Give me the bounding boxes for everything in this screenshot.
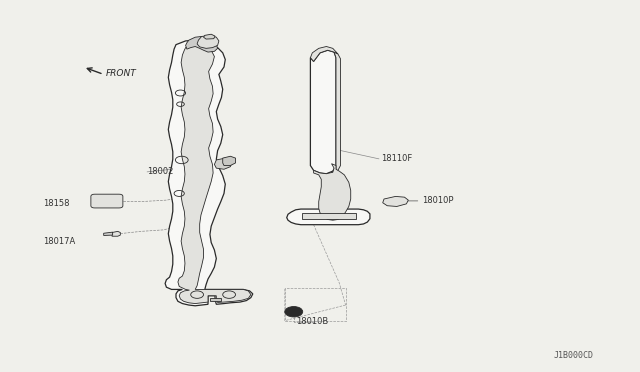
Polygon shape bbox=[310, 50, 336, 174]
Polygon shape bbox=[332, 52, 340, 173]
Polygon shape bbox=[214, 158, 232, 169]
Polygon shape bbox=[186, 36, 218, 52]
Text: 18010P: 18010P bbox=[422, 196, 454, 205]
Text: FRONT: FRONT bbox=[106, 69, 136, 78]
Polygon shape bbox=[104, 232, 113, 235]
Text: 18010B: 18010B bbox=[296, 317, 328, 326]
Polygon shape bbox=[210, 298, 221, 301]
Text: 18158: 18158 bbox=[44, 199, 70, 208]
Polygon shape bbox=[112, 231, 120, 236]
Text: J1B000CD: J1B000CD bbox=[554, 351, 594, 360]
Polygon shape bbox=[197, 35, 219, 48]
Polygon shape bbox=[178, 45, 251, 304]
Polygon shape bbox=[223, 156, 236, 166]
FancyBboxPatch shape bbox=[91, 194, 123, 208]
Polygon shape bbox=[383, 196, 408, 206]
Polygon shape bbox=[310, 46, 338, 61]
Circle shape bbox=[289, 309, 298, 314]
Text: 18002: 18002 bbox=[147, 167, 173, 176]
Text: 18017A: 18017A bbox=[44, 237, 76, 246]
Text: 18110F: 18110F bbox=[381, 154, 413, 163]
Polygon shape bbox=[204, 34, 215, 39]
Polygon shape bbox=[314, 164, 351, 220]
Polygon shape bbox=[302, 213, 356, 219]
Polygon shape bbox=[165, 40, 253, 306]
Polygon shape bbox=[287, 209, 370, 225]
Circle shape bbox=[285, 307, 303, 317]
